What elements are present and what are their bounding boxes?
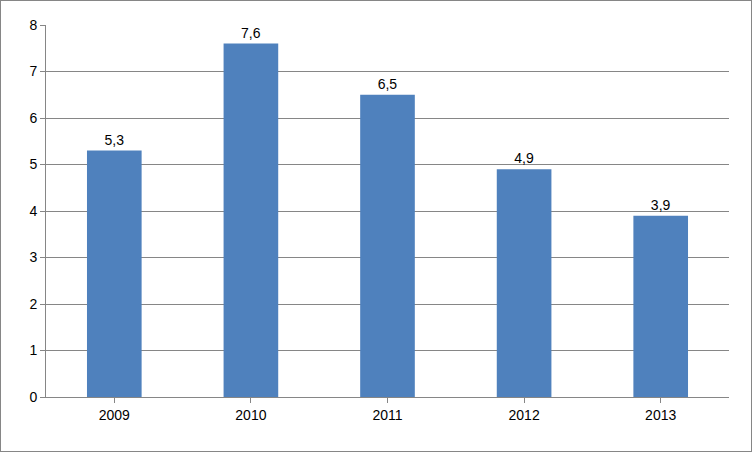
svg-text:5: 5 [29,156,37,172]
svg-text:7: 7 [29,63,37,79]
svg-text:7,6: 7,6 [241,25,261,41]
svg-text:2010: 2010 [235,407,266,423]
svg-text:2011: 2011 [372,407,402,423]
svg-text:4: 4 [29,203,37,219]
svg-text:6: 6 [29,110,37,126]
svg-text:6,5: 6,5 [378,76,398,92]
svg-text:2009: 2009 [99,407,130,423]
svg-text:1: 1 [29,342,37,358]
svg-text:8: 8 [29,17,37,33]
svg-text:3: 3 [29,249,37,265]
svg-text:3,9: 3,9 [651,197,671,213]
svg-text:0: 0 [29,389,37,405]
svg-text:2013: 2013 [645,407,676,423]
svg-text:2012: 2012 [509,407,540,423]
svg-text:4,9: 4,9 [514,150,534,166]
svg-text:5,3: 5,3 [104,132,124,148]
svg-text:2: 2 [29,296,37,312]
